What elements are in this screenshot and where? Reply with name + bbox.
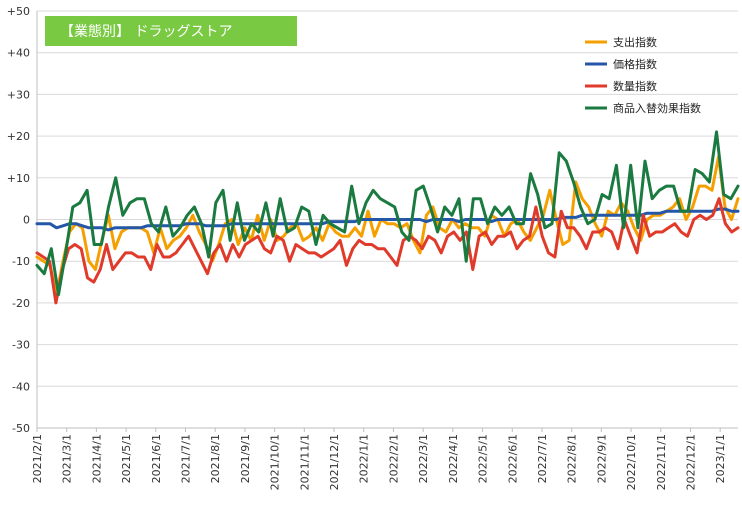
- axes: [36, 11, 738, 429]
- y-tick-label: -30: [12, 339, 30, 352]
- y-tick-label: +50: [7, 5, 30, 18]
- y-tick-label: -20: [12, 297, 30, 310]
- y-axis-tick-labels: +50 +40 +30 +20 +10 0 -10 -20 -30 -40 -50: [7, 5, 30, 435]
- legend-label: 価格指数: [613, 57, 657, 71]
- x-tick-label: 2021/7/1: [180, 434, 193, 483]
- x-tick-label: 2022/9/1: [595, 434, 608, 483]
- series-lines: [35, 130, 740, 305]
- legend-label: 数量指数: [613, 79, 657, 93]
- y-tick-label: -40: [12, 380, 30, 393]
- x-tick-label: 2022/10/1: [625, 434, 638, 490]
- x-tick-label: 2022/6/1: [506, 434, 519, 483]
- x-tick-label: 2022/4/1: [447, 434, 460, 483]
- y-tick-label: 0: [23, 214, 30, 227]
- x-tick-label: 2021/11/1: [298, 434, 311, 490]
- x-tick-label: 2021/6/1: [150, 434, 163, 483]
- x-tick-label: 2021/3/1: [61, 434, 74, 483]
- x-tick-label: 2022/5/1: [477, 434, 490, 483]
- x-tick-label: 2022/7/1: [536, 434, 549, 483]
- x-tick-label: 2021/12/1: [328, 434, 341, 490]
- x-tick-label: 2021/9/1: [239, 434, 252, 483]
- y-tick-label: +40: [7, 47, 30, 60]
- x-tick-label: 2022/2/1: [387, 434, 400, 483]
- x-tick-label: 2021/8/1: [209, 434, 222, 483]
- x-tick-label: 2022/11/1: [655, 434, 668, 490]
- y-tick-label: -10: [12, 255, 30, 268]
- chart-title-box: 【業態別】 ドラッグストア: [45, 16, 297, 46]
- x-tick-label: 2021/2/1: [31, 434, 44, 483]
- y-tick-label: +20: [7, 130, 30, 143]
- legend-label: 支出指数: [613, 35, 657, 49]
- x-tick-label: 2023/1/1: [714, 434, 727, 483]
- x-axis-tick-labels: 2021/2/1 2021/3/1 2021/4/1 2021/5/1 2021/6/1…: [31, 428, 727, 490]
- y-tick-label: -50: [12, 422, 30, 435]
- x-tick-label: 2021/10/1: [269, 434, 282, 490]
- y-tick-label: +10: [7, 172, 30, 185]
- x-tick-label: 2021/4/1: [90, 434, 103, 483]
- x-tick-label: 2022/3/1: [417, 434, 430, 483]
- x-tick-label: 2022/12/1: [684, 434, 697, 490]
- series-line-3: [35, 197, 740, 305]
- x-tick-label: 2022/1/1: [358, 434, 371, 483]
- chart-title: 【業態別】 ドラッグストア: [60, 24, 232, 40]
- x-tick-label: 2022/8/1: [566, 434, 579, 483]
- x-tick-label: 2021/5/1: [120, 434, 133, 483]
- y-tick-label: +30: [7, 88, 30, 101]
- chart-title-background: [45, 16, 297, 46]
- legend-label: 商品入替効果指数: [613, 101, 701, 115]
- series-line-4: [35, 130, 740, 297]
